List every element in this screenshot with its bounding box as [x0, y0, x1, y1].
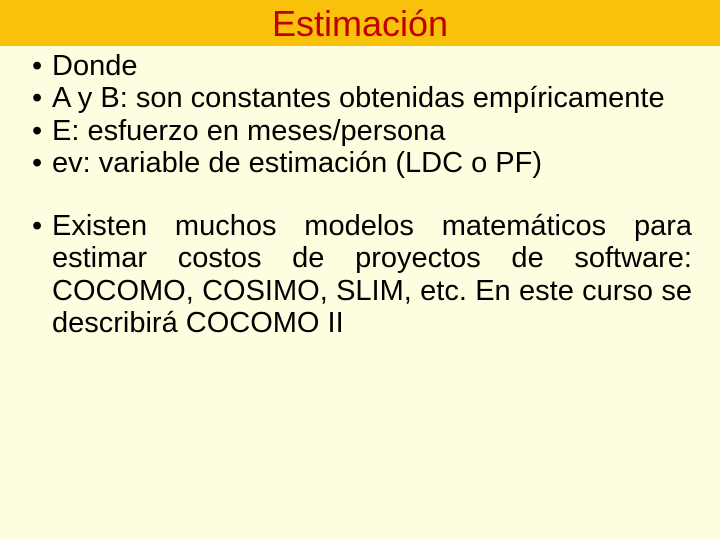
slide: Estimación Donde A y B: son constantes o…: [0, 0, 720, 540]
bullet-list-2: Existen muchos modelos matemáticos para …: [28, 210, 692, 340]
list-item: Donde: [28, 50, 692, 82]
list-item: ev: variable de estimación (LDC o PF): [28, 147, 692, 179]
list-item-text: ev: variable de estimación (LDC o PF): [52, 147, 542, 179]
list-item: Existen muchos modelos matemáticos para …: [28, 210, 692, 340]
list-item-text: Existen muchos modelos matemáticos para …: [52, 210, 692, 339]
bullet-list-1: Donde A y B: son constantes obtenidas em…: [28, 50, 692, 180]
list-item-text: E: esfuerzo en meses/persona: [52, 115, 445, 147]
list-item-text: A y B: son constantes obtenidas empírica…: [52, 82, 665, 114]
paragraph-gap: [28, 180, 692, 210]
list-item: A y B: son constantes obtenidas empírica…: [28, 82, 692, 114]
list-item: E: esfuerzo en meses/persona: [28, 115, 692, 147]
slide-body: Donde A y B: son constantes obtenidas em…: [0, 46, 720, 340]
slide-title: Estimación: [0, 0, 720, 46]
list-item-text: Donde: [52, 50, 137, 82]
